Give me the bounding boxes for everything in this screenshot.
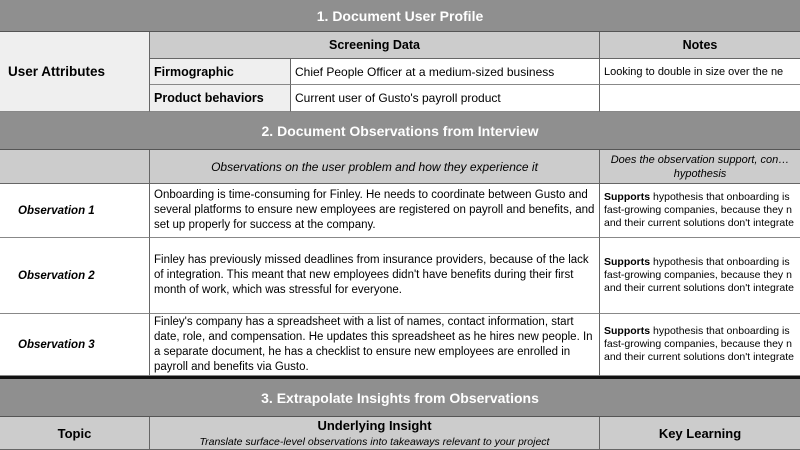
supports-label: Supports [604, 256, 651, 268]
observation-label: Observation 2 [0, 238, 150, 314]
section2-header: 2. Document Observations from Interview [0, 112, 800, 150]
user-attributes-label: User Attributes [0, 32, 150, 112]
section1-title: 1. Document User Profile [316, 7, 484, 24]
observation-text[interactable]: Finley's company has a spreadsheet with … [150, 314, 600, 376]
hypothesis-cell[interactable]: Supports hypothesis that onboarding is f… [600, 184, 800, 238]
observation-text[interactable]: Onboarding is time-consuming for Finley.… [150, 184, 600, 238]
key-learning-header: Key Learning [600, 417, 800, 450]
firmographic-value[interactable]: Chief People Officer at a medium-sized b… [291, 59, 600, 85]
observations-header: Observations on the user problem and how… [150, 150, 600, 184]
section-divider [0, 376, 800, 379]
observation-label: Observation 3 [0, 314, 150, 376]
observation-label: Observation 1 [0, 184, 150, 238]
observation-text[interactable]: Finley has previously missed deadlines f… [150, 238, 600, 314]
firmographic-label: Firmographic [150, 59, 291, 85]
section1-header: 1. Document User Profile [0, 0, 800, 32]
section2-title: 2. Document Observations from Interview [261, 122, 539, 139]
hypothesis-cell[interactable]: Supports hypothesis that onboarding is f… [600, 314, 800, 376]
product-behaviors-value[interactable]: Current user of Gusto's payroll product [291, 85, 600, 112]
supports-label: Supports [604, 191, 651, 203]
hypothesis-header: Does the observation support, con… hypot… [600, 150, 800, 184]
insight-subtitle: Translate surface-level observations int… [199, 436, 550, 448]
topic-header: Topic [0, 417, 150, 450]
hypothesis-text: hypothesis that onboarding is fast-growi… [604, 256, 794, 294]
insight-header: Underlying Insight Translate surface-lev… [150, 417, 600, 450]
hypothesis-cell[interactable]: Supports hypothesis that onboarding is f… [600, 238, 800, 314]
section3-title: 3. Extrapolate Insights from Observation… [261, 389, 539, 406]
supports-label: Supports [604, 325, 651, 337]
firmographic-note[interactable]: Looking to double in size over the ne [600, 59, 800, 85]
notes-header: Notes [600, 32, 800, 59]
product-behaviors-note[interactable] [600, 85, 800, 112]
blank-header [0, 150, 150, 184]
screening-data-header: Screening Data [150, 32, 600, 59]
hypothesis-text: hypothesis that onboarding is fast-growi… [604, 191, 794, 229]
product-behaviors-label: Product behaviors [150, 85, 291, 112]
insight-title: Underlying Insight [317, 418, 432, 433]
section3-header: 3. Extrapolate Insights from Observation… [0, 379, 800, 417]
hypothesis-text: hypothesis that onboarding is fast-growi… [604, 325, 794, 363]
